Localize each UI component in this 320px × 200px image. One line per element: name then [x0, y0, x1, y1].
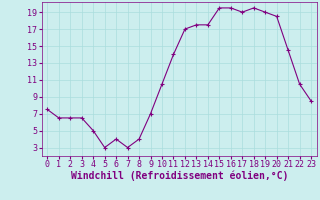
X-axis label: Windchill (Refroidissement éolien,°C): Windchill (Refroidissement éolien,°C) [70, 171, 288, 181]
